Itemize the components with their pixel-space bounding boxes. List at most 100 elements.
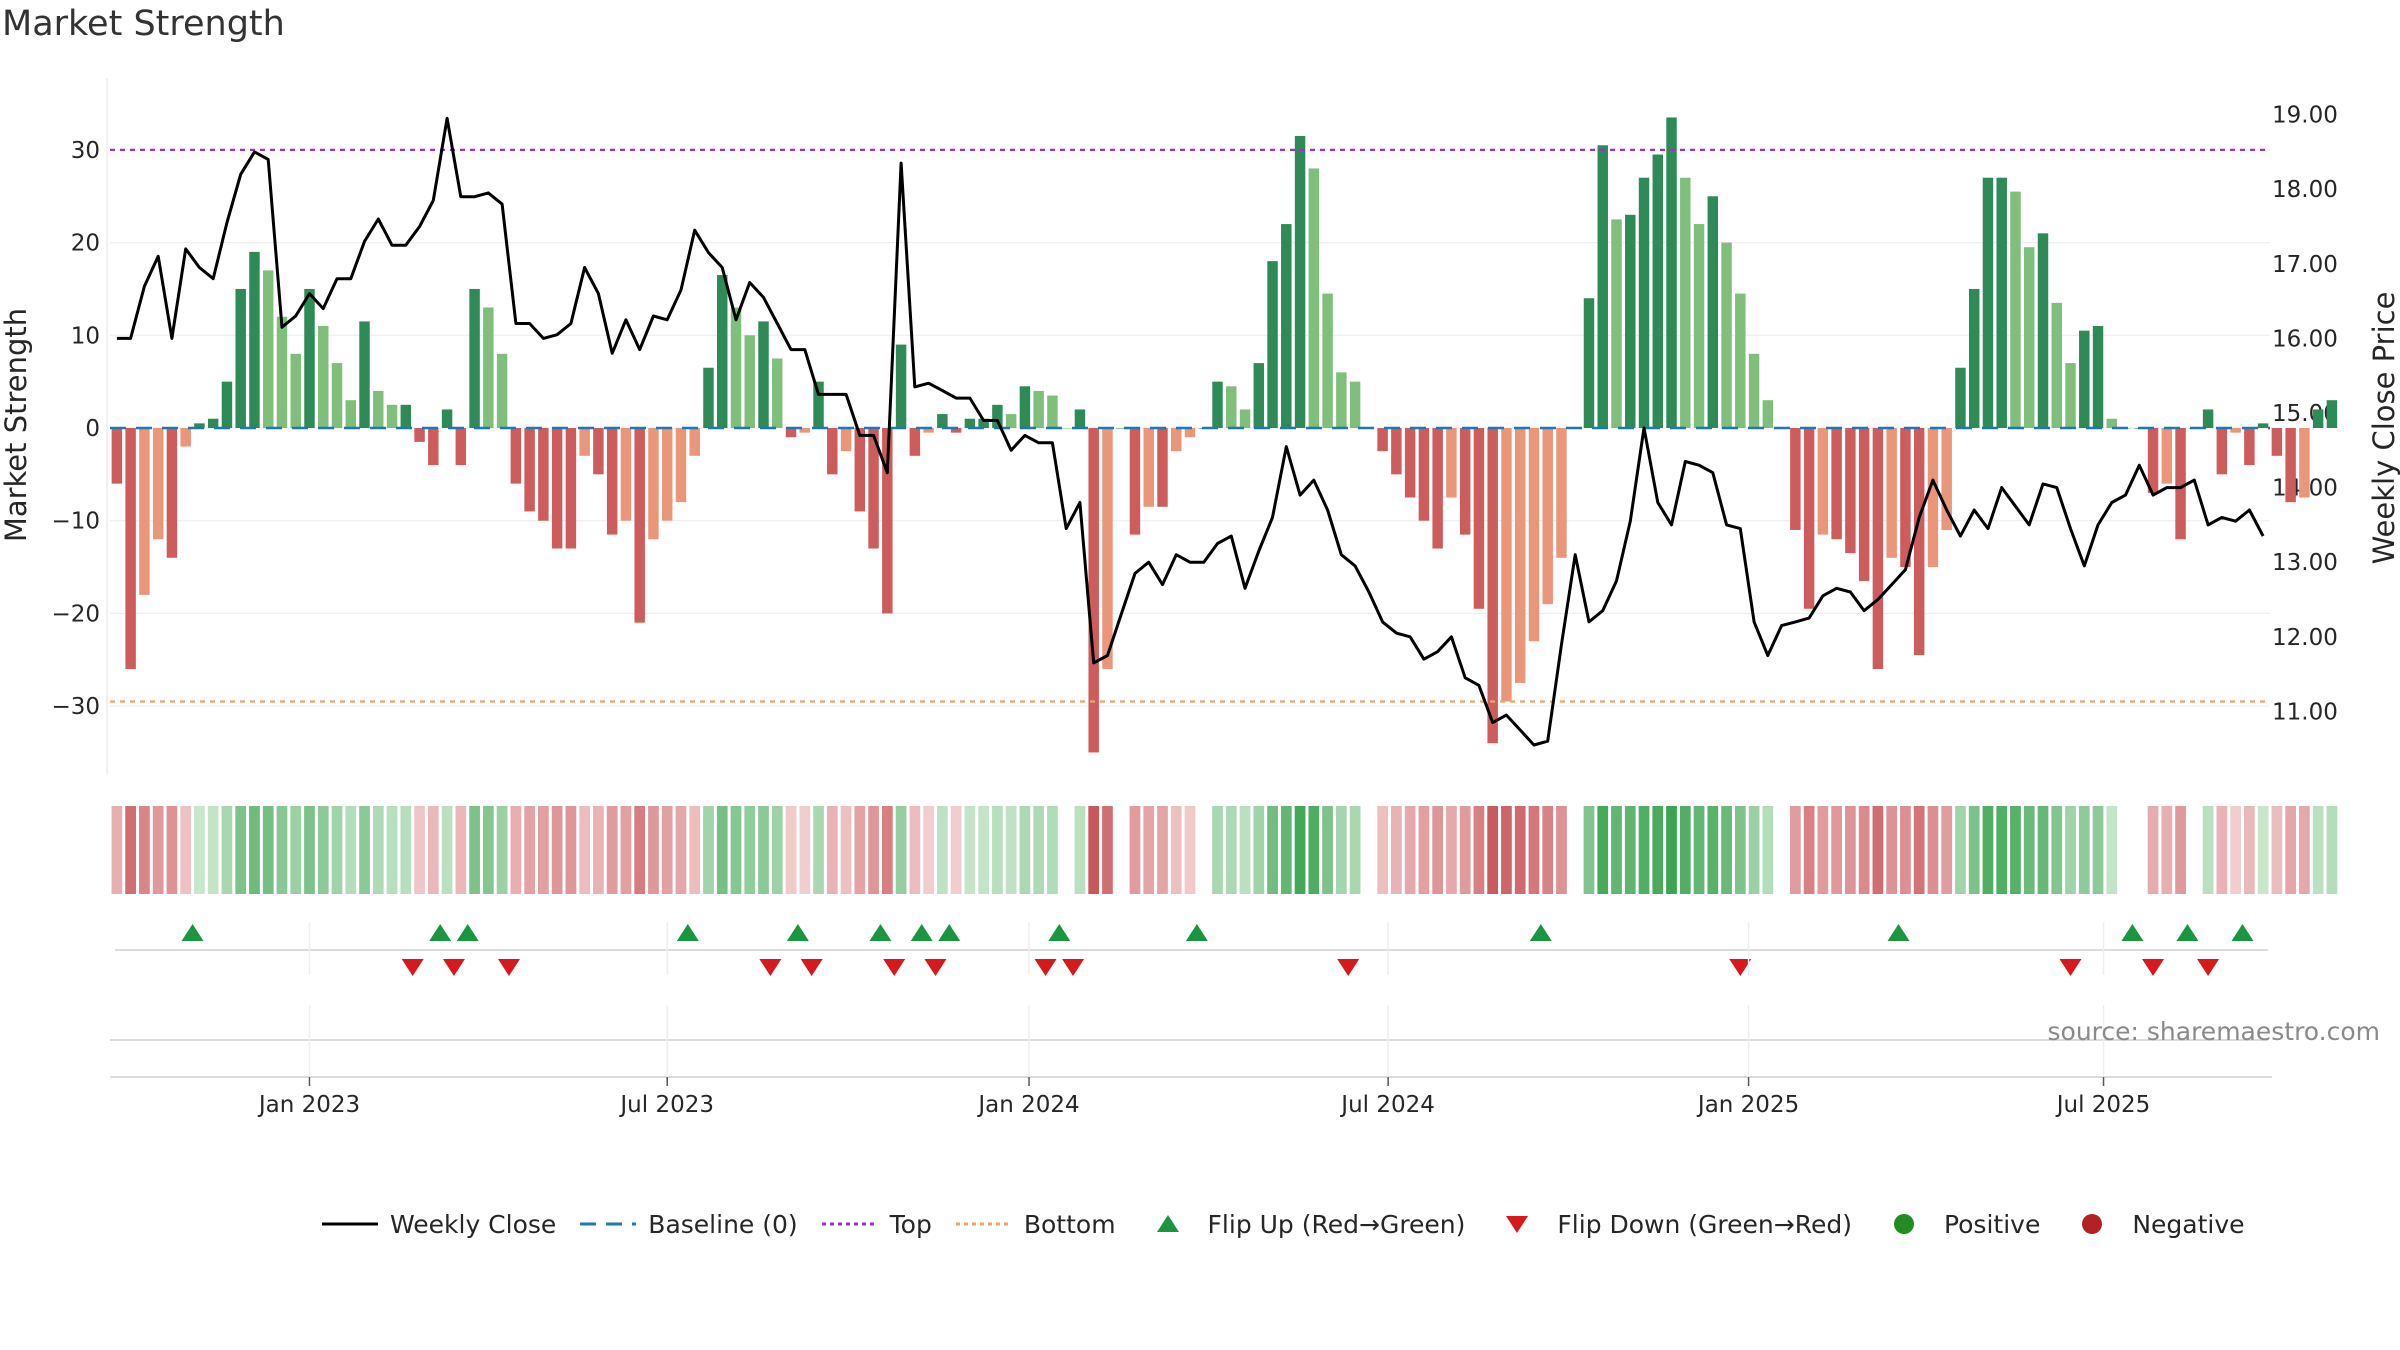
heat-cell [1872, 806, 1884, 894]
flip-up-marker [676, 924, 699, 941]
strength-bar [992, 404, 1003, 428]
strength-bar [606, 428, 618, 535]
strength-bar [579, 428, 590, 456]
heat-cell [1638, 806, 1650, 894]
strength-bar [1074, 409, 1086, 428]
strength-bar [1336, 372, 1347, 428]
heat-cell [1707, 806, 1719, 894]
flip-up-marker [2231, 924, 2254, 941]
strength-bar [111, 428, 123, 484]
heat-cell [923, 806, 934, 894]
legend-item: Bottom [954, 1210, 1116, 1239]
heat-cell [634, 806, 646, 894]
strength-bar [1927, 428, 1939, 568]
heat-cell [2147, 806, 2159, 894]
flip-up-marker [1048, 924, 1071, 941]
heat-cell [579, 806, 591, 894]
heat-cell [317, 806, 329, 894]
heat-cell [1418, 806, 1430, 894]
heat-cell [936, 806, 948, 894]
strength-bar [345, 400, 356, 428]
heat-cell [372, 806, 384, 894]
strength-bar [469, 288, 480, 428]
heat-cell [1817, 806, 1829, 894]
strength-bar [1941, 428, 1952, 530]
strength-bar [1996, 177, 2007, 428]
strength-bar [937, 414, 948, 428]
flip-markers-panel [110, 924, 2272, 1078]
strength-bar [964, 418, 976, 428]
heat-cell [2037, 806, 2049, 894]
strength-bar [1625, 214, 1636, 428]
strength-bar [1528, 428, 1540, 642]
strength-bar [1803, 428, 1815, 609]
strength-bar [689, 428, 700, 456]
strength-bar [2037, 233, 2049, 428]
x-tick-label: Jan 2025 [1696, 1092, 1799, 1118]
heat-cell [510, 806, 522, 894]
heat-cell [1927, 806, 1939, 894]
heat-cell [1556, 806, 1567, 894]
strength-bar [2271, 428, 2283, 456]
heat-cell [180, 806, 192, 894]
strength-bar [648, 428, 659, 540]
strength-bar [1322, 293, 1333, 428]
heat-cell [2092, 806, 2104, 894]
heat-cell [593, 806, 604, 894]
legend-swatch [955, 1222, 1012, 1226]
heat-cell [2106, 806, 2118, 894]
heat-cell [1184, 806, 1196, 894]
strength-bar [1432, 428, 1443, 549]
heat-cell [194, 806, 205, 894]
y-tick-label-right: 16.00 [2272, 326, 2338, 352]
strength-bar [1308, 168, 1320, 428]
strength-bar [1845, 428, 1856, 554]
strength-bars [111, 117, 2338, 753]
strength-bar [1514, 428, 1526, 683]
strength-bar [1886, 428, 1897, 558]
legend-swatch [1156, 1215, 1179, 1232]
flip-down-marker [924, 959, 947, 976]
strength-bar [2161, 428, 2173, 484]
heat-cell [675, 806, 687, 894]
flip-down-marker [2197, 959, 2220, 976]
heat-cell [2271, 806, 2283, 894]
heat-cell [1473, 806, 1485, 894]
strength-bar [744, 335, 755, 428]
strength-bar [1913, 428, 1925, 656]
strength-bar [1047, 395, 1058, 428]
heat-cell [1294, 806, 1306, 894]
strength-bar [414, 428, 425, 442]
y-tick-label-left: −30 [51, 694, 100, 720]
heat-cell [276, 806, 288, 894]
flip-down-marker [883, 959, 906, 976]
heat-cell [950, 806, 962, 894]
legend-item: Flip Up (Red→Green) [1138, 1210, 1465, 1239]
x-tick-label: Jan 2023 [257, 1092, 360, 1118]
heat-cell [125, 806, 137, 894]
strength-bar [373, 390, 384, 428]
strength-bar [1088, 428, 1099, 753]
y-tick-label-left: −10 [51, 509, 100, 535]
heat-cell [703, 806, 714, 894]
heat-cell [1666, 806, 1677, 894]
legend-label: Weekly Close [390, 1209, 557, 1239]
x-tick-label: Jul 2024 [1339, 1092, 1435, 1118]
y-tick-label-right: 12.00 [2272, 625, 2338, 651]
heat-cell [758, 806, 769, 894]
strength-bar [386, 404, 398, 428]
heat-cell [1996, 806, 2008, 894]
strength-bar [510, 428, 522, 484]
strength-bar [978, 418, 989, 428]
strength-bar [1955, 367, 1966, 428]
strength-bar [2051, 302, 2062, 428]
heat-cell [1115, 806, 1127, 894]
strength-bar [1707, 196, 1719, 428]
heat-cell [166, 806, 178, 894]
x-tick-label: Jul 2023 [618, 1092, 714, 1118]
heat-cell [331, 806, 343, 894]
strength-bar [139, 428, 150, 595]
strength-bar [524, 428, 535, 512]
heat-cell [111, 806, 123, 894]
right-axis: 19.0018.0017.0016.0015.0014.0013.0012.00… [2272, 103, 2338, 726]
